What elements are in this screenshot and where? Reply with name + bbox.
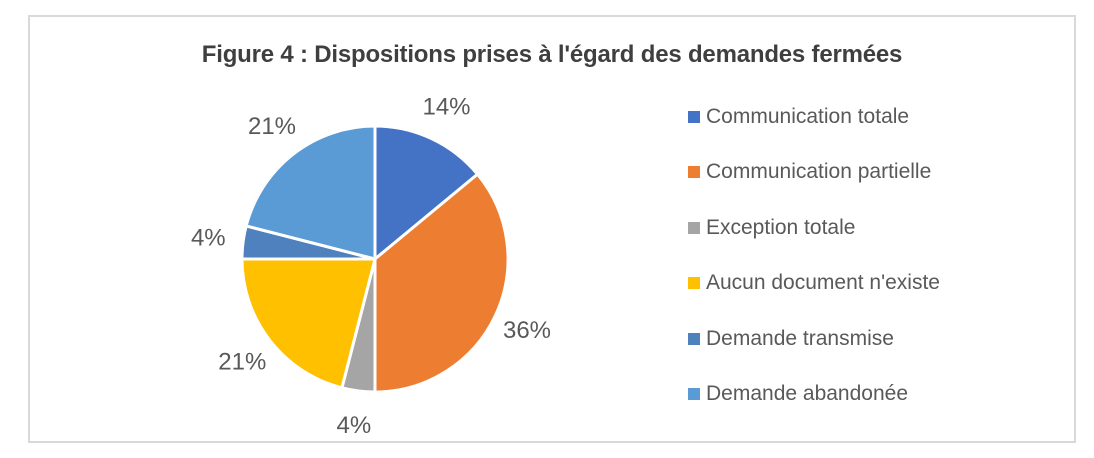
pie-data-label-demande-transmise: 4% xyxy=(191,224,226,251)
pie-slice-aucun-document-n-existe xyxy=(240,257,377,390)
legend-swatch-icon xyxy=(688,166,700,179)
pie-data-label-exception-totale: 4% xyxy=(337,412,372,439)
pie-data-label-demande-abandonee: 21% xyxy=(248,113,296,140)
legend-item-demande-abandonee: Demande abandonée xyxy=(688,367,940,423)
legend-swatch-icon xyxy=(688,110,700,123)
legend-swatch-icon xyxy=(688,221,700,234)
legend-label: Aucun document n'existe xyxy=(706,271,940,295)
legend-swatch-icon xyxy=(688,277,700,290)
pie-slice-communication-totale xyxy=(373,124,479,261)
pie-data-label-aucun-document-n-existe: 21% xyxy=(218,349,266,376)
legend-swatch-icon xyxy=(688,388,700,401)
pie-slice-communication-partielle xyxy=(373,172,510,394)
legend-swatch-icon xyxy=(688,332,700,345)
pie-data-label-communication-partielle: 36% xyxy=(503,317,551,344)
chart-title: Figure 4 : Dispositions prises à l'égard… xyxy=(201,41,903,68)
legend-label: Communication totale xyxy=(706,104,910,128)
pie-slice-demande-abandonee xyxy=(244,124,377,261)
pie-data-label-communication-totale: 14% xyxy=(422,94,470,121)
legend-item-exception-totale: Exception totale xyxy=(688,200,940,256)
legend-item-communication-totale: Communication totale xyxy=(688,89,940,145)
chart-container: Figure 4 : Dispositions prises à l'égard… xyxy=(28,15,1076,443)
pie-chart: 14% 36% 4% 21% 4% 21% xyxy=(191,94,551,440)
legend-label: Demande abandonée xyxy=(706,382,909,406)
legend-item-demande-transmise: Demande transmise xyxy=(688,311,940,367)
legend-item-communication-partielle: Communication partielle xyxy=(688,145,940,201)
legend-item-aucun-document-nexiste: Aucun document n'existe xyxy=(688,256,940,312)
legend-label: Communication partielle xyxy=(706,160,932,184)
legend: Communication totale Communication parti… xyxy=(688,89,940,422)
legend-label: Demande transmise xyxy=(706,326,894,350)
legend-label: Exception totale xyxy=(706,215,856,239)
